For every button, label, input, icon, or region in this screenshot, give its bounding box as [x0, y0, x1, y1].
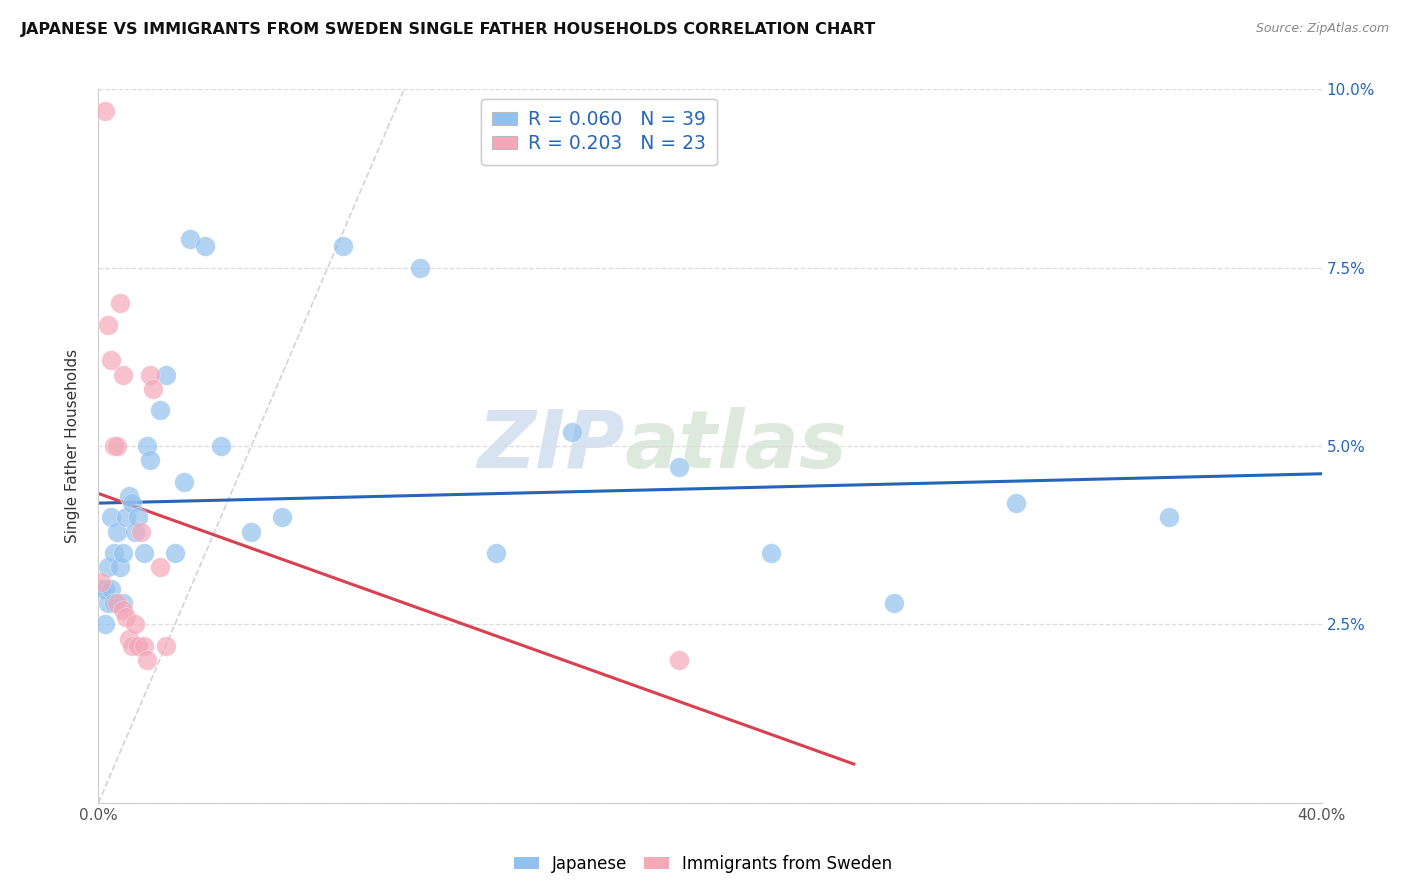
Point — [155, 368, 177, 382]
Point — [163, 546, 186, 560]
Point — [97, 596, 120, 610]
Point — [332, 239, 354, 253]
Point — [118, 632, 141, 646]
Legend: Japanese, Immigrants from Sweden: Japanese, Immigrants from Sweden — [508, 848, 898, 880]
Point — [97, 560, 120, 574]
Point — [1004, 496, 1026, 510]
Point — [115, 510, 138, 524]
Point — [100, 510, 122, 524]
Point — [111, 546, 134, 560]
Point — [561, 425, 583, 439]
Point — [127, 639, 149, 653]
Point — [136, 439, 159, 453]
Point — [134, 546, 156, 560]
Point — [124, 617, 146, 632]
Text: ZIP: ZIP — [477, 407, 624, 485]
Point — [100, 582, 122, 596]
Point — [240, 524, 263, 539]
Point — [108, 296, 131, 310]
Point — [155, 639, 177, 653]
Point — [142, 382, 165, 396]
Point — [179, 232, 201, 246]
Point — [134, 639, 156, 653]
Point — [127, 510, 149, 524]
Point — [103, 439, 125, 453]
Point — [100, 353, 122, 368]
Point — [103, 546, 125, 560]
Point — [883, 596, 905, 610]
Point — [115, 610, 138, 624]
Point — [121, 496, 143, 510]
Point — [408, 260, 430, 275]
Point — [90, 582, 112, 596]
Point — [194, 239, 217, 253]
Point — [103, 596, 125, 610]
Point — [668, 653, 690, 667]
Point — [118, 489, 141, 503]
Point — [108, 560, 131, 574]
Text: Source: ZipAtlas.com: Source: ZipAtlas.com — [1256, 22, 1389, 36]
Point — [124, 524, 146, 539]
Point — [111, 603, 134, 617]
Point — [90, 574, 112, 589]
Y-axis label: Single Father Households: Single Father Households — [65, 349, 80, 543]
Point — [93, 582, 115, 596]
Point — [111, 368, 134, 382]
Point — [668, 460, 690, 475]
Point — [93, 103, 115, 118]
Point — [149, 403, 172, 417]
Point — [105, 524, 128, 539]
Point — [149, 560, 172, 574]
Point — [136, 653, 159, 667]
Point — [485, 546, 508, 560]
Point — [93, 617, 115, 632]
Point — [105, 439, 128, 453]
Point — [209, 439, 232, 453]
Point — [759, 546, 782, 560]
Text: atlas: atlas — [624, 407, 848, 485]
Point — [270, 510, 292, 524]
Point — [173, 475, 195, 489]
Text: JAPANESE VS IMMIGRANTS FROM SWEDEN SINGLE FATHER HOUSEHOLDS CORRELATION CHART: JAPANESE VS IMMIGRANTS FROM SWEDEN SINGL… — [21, 22, 876, 37]
Legend: R = 0.060   N = 39, R = 0.203   N = 23: R = 0.060 N = 39, R = 0.203 N = 23 — [481, 99, 717, 165]
Point — [105, 596, 128, 610]
Point — [97, 318, 120, 332]
Point — [121, 639, 143, 653]
Point — [139, 368, 162, 382]
Point — [111, 596, 134, 610]
Point — [1157, 510, 1180, 524]
Point — [129, 524, 152, 539]
Point — [139, 453, 162, 467]
